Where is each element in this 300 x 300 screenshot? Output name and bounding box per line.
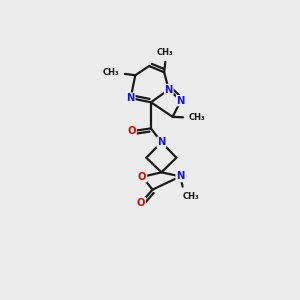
Text: CH₃: CH₃: [103, 68, 119, 77]
Text: N: N: [127, 93, 135, 103]
Text: O: O: [128, 126, 136, 136]
Text: N: N: [165, 85, 173, 94]
Text: CH₃: CH₃: [189, 113, 206, 122]
Text: N: N: [157, 137, 166, 147]
Text: N: N: [176, 171, 184, 182]
Text: CH₃: CH₃: [157, 48, 174, 57]
Text: O: O: [138, 172, 146, 182]
Text: CH₃: CH₃: [183, 192, 200, 201]
Text: O: O: [137, 198, 145, 208]
Text: N: N: [177, 96, 185, 106]
